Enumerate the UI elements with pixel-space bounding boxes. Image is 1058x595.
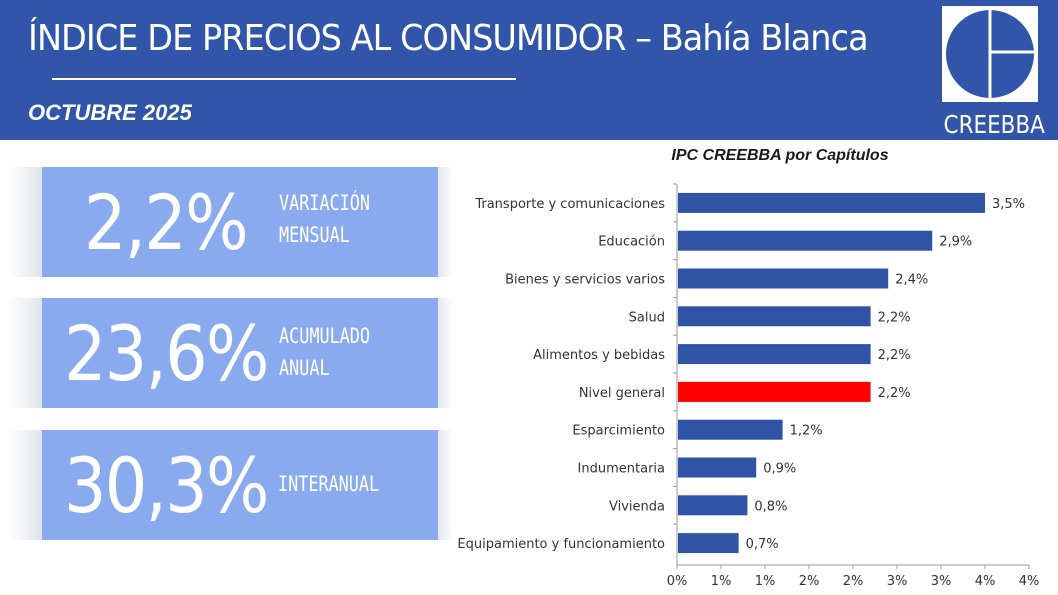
bar	[678, 192, 985, 213]
data-label: 2,2%	[878, 348, 911, 363]
bar	[678, 381, 871, 402]
category-label: Salud	[629, 310, 665, 325]
category-label: Nivel general	[579, 386, 665, 401]
bar	[678, 533, 739, 554]
data-label: 0,7%	[746, 537, 779, 552]
x-tick-label: 3%	[931, 574, 952, 589]
bar	[678, 230, 933, 251]
x-tick-label: 1%	[711, 574, 732, 589]
kpi-label: ACUMULADO ANUAL	[279, 324, 371, 380]
title-underline	[52, 78, 516, 80]
kpi-value: 23,6%	[64, 309, 269, 398]
kpi-value: 30,3%	[64, 441, 269, 530]
kpi-shadow	[8, 430, 42, 540]
creebba-logo-icon	[942, 6, 1038, 102]
bar-chart: Transporte y comunicaciones 3,5% Educación…	[457, 183, 1040, 589]
page-title: ÍNDICE DE PRECIOS AL CONSUMIDOR – Bahía …	[28, 18, 869, 59]
kpi-label: VARIACIÓN MENSUAL	[279, 191, 371, 247]
x-tick-label: 4%	[975, 574, 996, 589]
x-tick-label: 2%	[799, 574, 820, 589]
data-label: 2,2%	[878, 310, 911, 325]
chart-title: IPC CREEBBA por Capítulos	[671, 147, 889, 164]
category-label: Esparcimiento	[572, 424, 665, 439]
bar	[678, 306, 871, 327]
kpi-value: 2,2%	[84, 178, 249, 267]
data-label: 1,2%	[790, 424, 823, 439]
kpi-shadow	[8, 298, 42, 408]
category-label: Equipamiento y funcionamiento	[457, 537, 665, 552]
x-tick-label: 3%	[887, 574, 908, 589]
data-label: 3,5%	[992, 197, 1025, 212]
bar	[678, 344, 871, 365]
category-label: Indumentaria	[578, 462, 665, 477]
kpi-label: INTERANUAL	[278, 472, 380, 496]
logo-wordmark: CREEBBA	[943, 110, 1045, 139]
data-label: 2,4%	[895, 273, 928, 288]
x-tick-label: 2%	[843, 574, 864, 589]
x-tick-label: 4%	[1019, 574, 1040, 589]
bar	[678, 495, 748, 516]
kpi-shadow	[438, 430, 454, 540]
kpi-shadow	[438, 167, 454, 277]
category-label: Alimentos y bebidas	[533, 348, 665, 363]
x-tick-label: 0%	[667, 574, 688, 589]
kpi-card-yearly: 30,3% INTERANUAL	[42, 430, 438, 540]
bar	[678, 268, 889, 289]
category-label: Bienes y servicios varios	[505, 273, 665, 288]
kpi-card-cumulative: 23,6% ACUMULADO ANUAL	[42, 298, 438, 408]
x-tick-label: 1%	[755, 574, 776, 589]
data-label: 2,2%	[878, 386, 911, 401]
data-label: 0,9%	[763, 462, 796, 477]
category-label: Educación	[598, 235, 665, 250]
data-label: 0,8%	[754, 499, 787, 514]
bar	[678, 457, 757, 478]
bar	[678, 419, 783, 440]
data-label: 2,9%	[939, 235, 972, 250]
kpi-shadow	[8, 167, 42, 277]
kpi-shadow	[438, 298, 454, 408]
page-subtitle: OCTUBRE 2025	[28, 100, 192, 125]
kpi-card-monthly: 2,2% VARIACIÓN MENSUAL	[42, 167, 438, 277]
category-label: Vivienda	[609, 499, 665, 514]
category-label: Transporte y comunicaciones	[474, 197, 665, 212]
header-banner: ÍNDICE DE PRECIOS AL CONSUMIDOR – Bahía …	[0, 0, 1058, 140]
